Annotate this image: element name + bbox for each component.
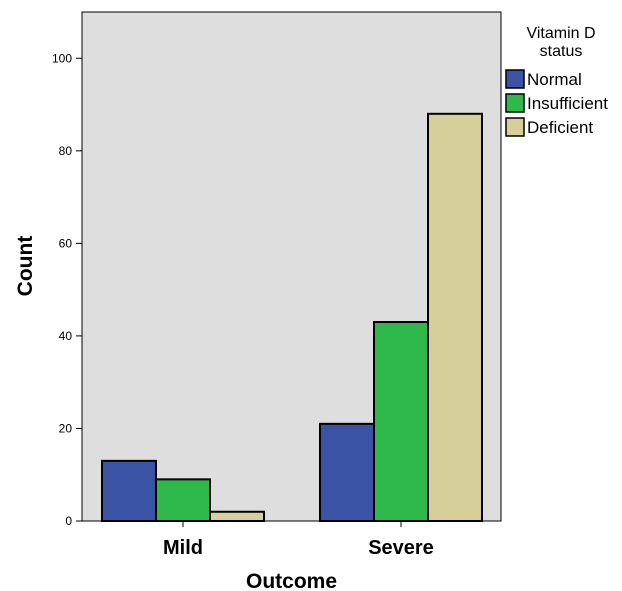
bar-mild-normal [101,459,157,523]
x-tick-label-mild: Mild [163,537,203,559]
legend-label-normal: Normal [527,70,582,89]
bar-severe-normal [319,422,375,522]
bar-mild-insufficient [155,478,211,523]
y-tick-label: 100 [52,51,72,65]
y-tick-label: 60 [59,236,73,250]
x-axis-title: Outcome [246,570,337,591]
legend: Vitamin D status Normal Insufficient Defic… [505,25,608,137]
y-axis: 0 20 40 60 80 100 [52,12,83,528]
x-axis: Mild Severe [163,521,434,559]
bar-severe-insufficient [373,321,429,523]
y-tick-label: 40 [59,329,73,343]
bar-mild-deficient [209,510,265,522]
x-tick-label-severe: Severe [368,537,434,559]
legend-label-deficient: Deficient [527,118,593,137]
legend-title-line-1: Vitamin D [526,25,595,42]
bar-severe-deficient [427,112,483,523]
bars-group [101,112,483,523]
legend-swatch-deficient [505,117,525,137]
y-axis-title: Count [14,236,37,297]
legend-items: Normal Insufficient Deficient [505,69,608,137]
y-tick-label: 0 [65,514,72,528]
legend-title-line-2: status [540,43,583,60]
y-tick-label: 20 [59,421,73,435]
legend-swatch-insufficient [505,93,525,113]
legend-swatch-normal [505,69,525,89]
y-tick-label: 80 [59,144,73,158]
legend-label-insufficient: Insufficient [527,94,608,113]
